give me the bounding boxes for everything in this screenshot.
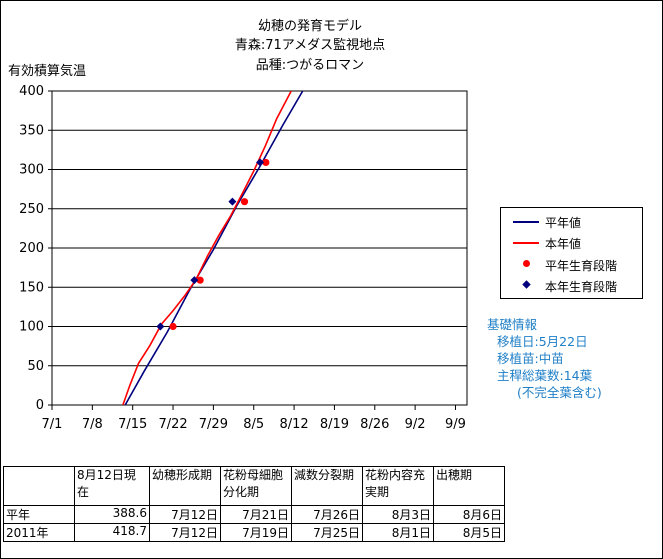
table-cell: 7月12日 [149, 523, 221, 542]
basic-info-seedling: 移植苗:中苗 [497, 351, 564, 366]
legend-item-normal-line: 平年値 [501, 213, 642, 231]
table-row: 2011年 418.7 7月12日 7月19日 7月25日 8月1日 8月5日 [3, 523, 505, 542]
y-tick-label: 350 [19, 123, 44, 138]
table-cell: 8月5日 [433, 523, 505, 542]
table-cell: 7月25日 [291, 523, 363, 542]
legend-swatch-current-line [513, 242, 539, 244]
series-line-1 [122, 91, 292, 405]
legend-label-current-line: 本年値 [545, 237, 582, 251]
y-tick-label: 150 [19, 280, 44, 295]
basic-info-heading: 基礎情報 [487, 317, 538, 332]
x-tick-label: 9/9 [445, 417, 466, 432]
data-point-current-stage [256, 158, 265, 167]
legend: 平年値 本年値 平年生育段階 本年生育段階 [500, 207, 643, 299]
data-point-normal-stage [262, 158, 270, 167]
y-tick-label: 300 [19, 163, 44, 178]
data-point-current-stage [228, 197, 237, 206]
line-chart: 0 50 100 150 200 250 300 350 400 7/1 7/8 7/15 7/22 7/… [19, 84, 468, 432]
legend-label-normal-stage: 平年生育段階 [545, 259, 618, 273]
legend-label-current-stage: 本年生育段階 [545, 280, 618, 294]
legend-swatch-normal-line [513, 221, 539, 223]
x-tick-label: 8/26 [360, 417, 389, 432]
x-tick-label: 7/15 [118, 417, 147, 432]
basic-info-leaf-note: (不完全葉含む) [517, 385, 602, 400]
table-header: 花粉母細胞分化期 [220, 466, 292, 506]
basic-info-leaf-count: 主稈総葉数:14葉 [497, 368, 593, 383]
table-cell: 8月1日 [362, 523, 434, 542]
data-point-normal-stage [240, 198, 249, 206]
table-cell: 7月12日 [149, 505, 221, 524]
basic-info: 基礎情報 移植日:5月22日 移植苗:中苗 主稈総葉数:14葉 (不完全葉含む) [487, 316, 602, 401]
table-header: 幼穂形成期 [149, 466, 221, 506]
chart-title-line-2: 青森:71アメダス監視地点 [234, 38, 386, 53]
table-row-label: 2011年 [3, 523, 75, 542]
table-cell: 418.7 [74, 523, 150, 542]
x-tick-label: 9/2 [405, 417, 426, 432]
table-header: 花粉内容充実期 [362, 466, 434, 506]
table-cell: 7月19日 [220, 523, 292, 542]
table-cell: 7月26日 [291, 505, 363, 524]
legend-marker-current-stage [522, 280, 531, 289]
table-row-label: 平年 [3, 505, 75, 524]
x-tick-label: 8/12 [279, 417, 308, 432]
table-header-row: 8月12日現在 幼穂形成期 花粉母細胞分化期 減数分裂期 花粉内容充実期 出穂期 [3, 466, 505, 506]
y-axis-label: 有効積算気温 [8, 64, 87, 79]
table-header: 出穂期 [433, 466, 505, 506]
y-tick-label: 100 [19, 320, 44, 335]
table-cell: 7月21日 [220, 505, 292, 524]
legend-item-normal-stage: 平年生育段階 [501, 256, 642, 274]
data-point-normal-stage [169, 322, 177, 331]
y-tick-label: 50 [27, 359, 44, 374]
growth-stage-table: 8月12日現在 幼穂形成期 花粉母細胞分化期 減数分裂期 花粉内容充実期 出穂期… [3, 466, 505, 542]
table-header: 減数分裂期 [291, 466, 363, 506]
table-cell: 8月3日 [362, 505, 434, 524]
x-tick-label: 8/19 [320, 417, 349, 432]
legend-item-current-line: 本年値 [501, 234, 642, 252]
legend-item-current-stage: 本年生育段階 [501, 277, 642, 295]
x-tick-label: 7/22 [158, 417, 187, 432]
data-point-current-stage [156, 322, 165, 331]
table-cell: 388.6 [74, 505, 150, 524]
x-tick-label: 7/8 [82, 417, 103, 432]
table-corner-cell [3, 466, 75, 506]
y-tick-label: 0 [36, 398, 44, 413]
legend-label-normal-line: 平年値 [545, 216, 582, 230]
x-tick-label: 7/29 [199, 417, 228, 432]
legend-marker-normal-stage [523, 260, 530, 267]
table-cell: 8月6日 [433, 505, 505, 524]
data-point-current-stage [190, 276, 199, 285]
data-point-normal-stage [196, 276, 204, 284]
table-header: 8月12日現在 [74, 466, 150, 506]
y-tick-label: 200 [19, 241, 44, 256]
x-tick-label: 8/5 [243, 417, 264, 432]
table-row: 平年 388.6 7月12日 7月21日 7月26日 8月3日 8月6日 [3, 505, 505, 524]
y-tick-label: 400 [19, 84, 44, 99]
series-line-0 [124, 91, 304, 405]
x-tick-label: 7/1 [42, 417, 63, 432]
chart-title-line-1: 幼穂の発育モデル [257, 19, 362, 34]
y-tick-label: 250 [19, 202, 44, 217]
chart-title-line-3: 品種:つがるロマン [255, 58, 365, 73]
basic-info-transplant-date: 移植日:5月22日 [497, 334, 588, 349]
